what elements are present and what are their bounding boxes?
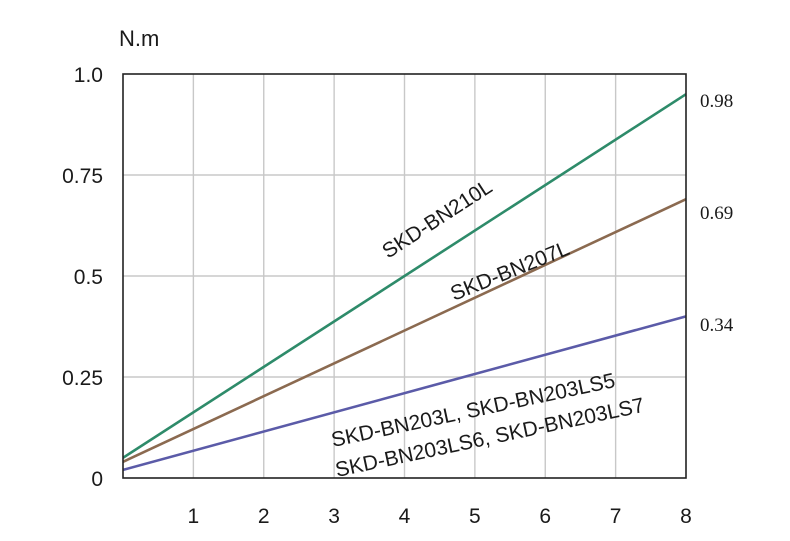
x-tick-label: 2 [258,505,270,528]
series-label-bn210l: SKD-BN210L [378,175,496,263]
x-tick-label: 5 [469,505,481,528]
x-tick-label: 3 [328,505,340,528]
series-end-value-label: 0.98 [700,91,733,112]
y-axis-unit-label: N.m [119,26,159,51]
plot-border [122,73,687,479]
series-line [122,315,687,472]
series-line [122,93,687,459]
y-tick-label: 0.5 [74,266,103,289]
series-lines [122,93,687,472]
series-line [122,198,687,464]
y-tick-label: 0.75 [62,165,103,188]
x-tick-label: 8 [680,505,692,528]
y-tick-label: 0.25 [62,367,103,390]
x-tick-label: 1 [188,505,200,528]
x-tick-label: 7 [610,505,622,528]
tick-labels: 1 2 3 4 5 6 7 8 0 0.25 0.5 0.75 1.0 [62,64,692,528]
y-tick-label: 1.0 [74,64,103,87]
series-label-bn207l: SKD-BN207L [447,237,572,306]
series-end-value-label: 0.69 [700,203,733,224]
plot-frame [122,73,687,479]
y-tick-label: 0 [91,468,103,491]
series-end-value-label: 0.34 [700,315,734,336]
x-tick-label: 4 [399,505,411,528]
x-tick-label: 6 [539,505,551,528]
